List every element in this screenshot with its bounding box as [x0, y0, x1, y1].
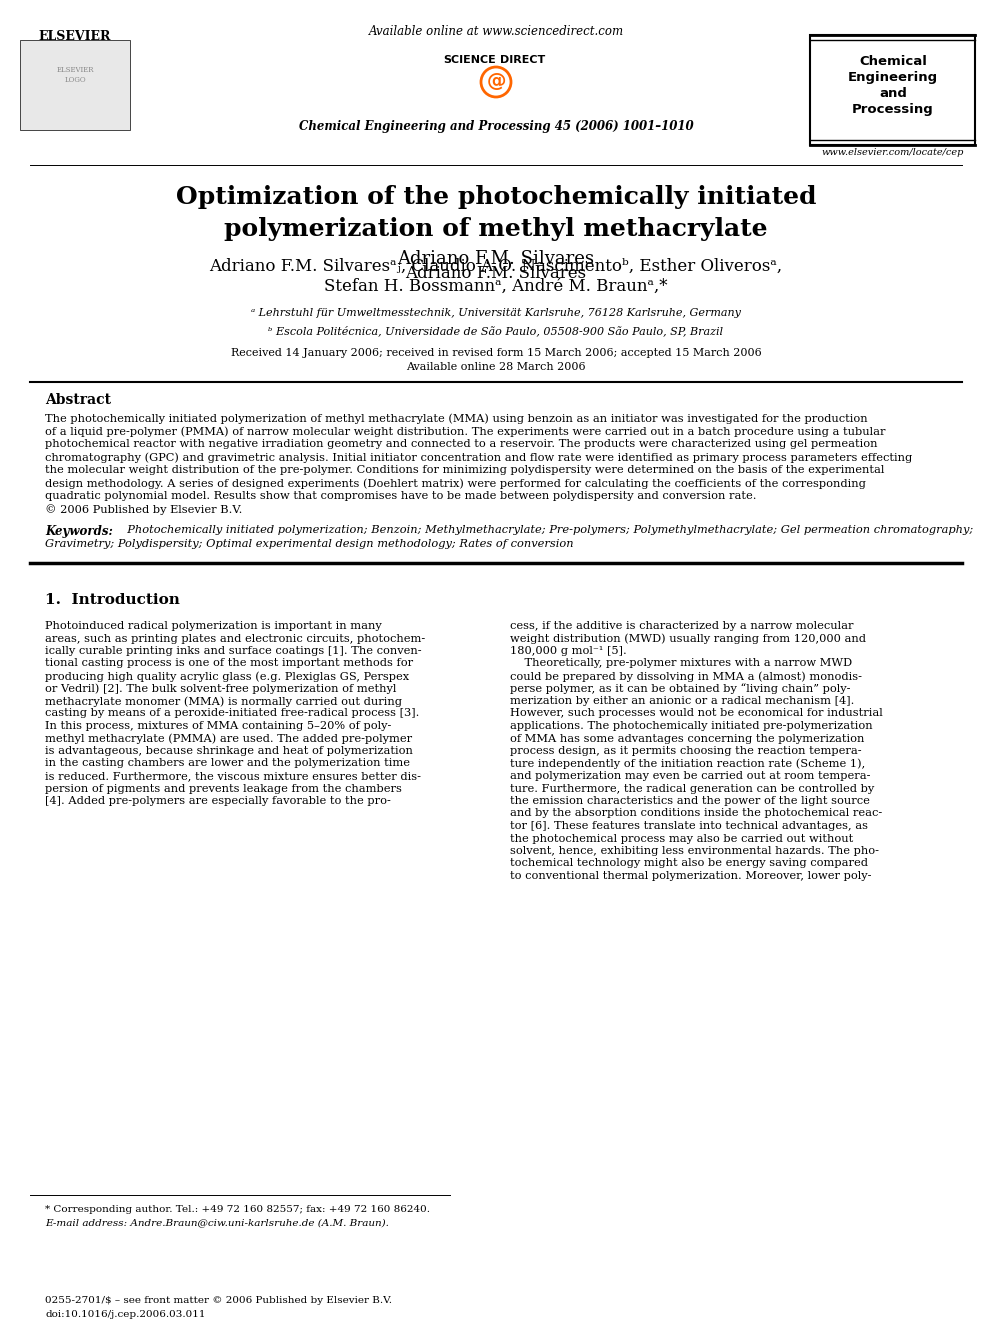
Text: casting by means of a peroxide-initiated free-radical process [3].: casting by means of a peroxide-initiated… [45, 709, 420, 718]
Text: merization by either an anionic or a radical mechanism [4].: merization by either an anionic or a rad… [510, 696, 854, 706]
Text: 1.  Introduction: 1. Introduction [45, 593, 180, 607]
Text: Available online 28 March 2006: Available online 28 March 2006 [406, 363, 586, 372]
Text: DIRECT: DIRECT [500, 56, 546, 65]
Text: ᵃ Lehrstuhl für Umweltmesstechnik, Universität Karlsruhe, 76128 Karlsruhe, Germa: ᵃ Lehrstuhl für Umweltmesstechnik, Unive… [251, 308, 741, 318]
Text: @: @ [486, 73, 506, 91]
Text: the photochemical process may also be carried out without: the photochemical process may also be ca… [510, 833, 853, 844]
Text: © 2006 Published by Elsevier B.V.: © 2006 Published by Elsevier B.V. [45, 504, 242, 515]
Text: ture. Furthermore, the radical generation can be controlled by: ture. Furthermore, the radical generatio… [510, 783, 874, 794]
Text: Photoinduced radical polymerization is important in many: Photoinduced radical polymerization is i… [45, 620, 382, 631]
Text: Optimization of the photochemically initiated
polymerization of methyl methacryl: Optimization of the photochemically init… [176, 185, 816, 241]
Text: [4]. Added pre-polymers are especially favorable to the pro-: [4]. Added pre-polymers are especially f… [45, 796, 391, 806]
Text: Received 14 January 2006; received in revised form 15 March 2006; accepted 15 Ma: Received 14 January 2006; received in re… [230, 348, 762, 359]
Text: or Vedril) [2]. The bulk solvent-free polymerization of methyl: or Vedril) [2]. The bulk solvent-free po… [45, 684, 397, 695]
Text: is advantageous, because shrinkage and heat of polymerization: is advantageous, because shrinkage and h… [45, 746, 413, 755]
Text: areas, such as printing plates and electronic circuits, photochem-: areas, such as printing plates and elect… [45, 634, 426, 643]
Text: The photochemically initiated polymerization of methyl methacrylate (MMA) using : The photochemically initiated polymeriza… [45, 413, 868, 423]
Text: of MMA has some advantages concerning the polymerization: of MMA has some advantages concerning th… [510, 733, 864, 744]
Text: E-mail address: Andre.Braun@ciw.uni-karlsruhe.de (A.M. Braun).: E-mail address: Andre.Braun@ciw.uni-karl… [45, 1218, 389, 1226]
Text: Adriano F.M. Silvares: Adriano F.M. Silvares [406, 265, 586, 282]
Text: ture independently of the initiation reaction rate (Scheme 1),: ture independently of the initiation rea… [510, 758, 865, 769]
Text: cess, if the additive is characterized by a narrow molecular: cess, if the additive is characterized b… [510, 620, 853, 631]
Text: In this process, mixtures of MMA containing 5–20% of poly-: In this process, mixtures of MMA contain… [45, 721, 392, 732]
Text: producing high quality acrylic glass (e.g. Plexiglas GS, Perspex: producing high quality acrylic glass (e.… [45, 671, 409, 681]
Text: perse polymer, as it can be obtained by “living chain” poly-: perse polymer, as it can be obtained by … [510, 684, 850, 695]
Text: Adriano F.M. Silvares: Adriano F.M. Silvares [398, 250, 594, 269]
Text: Abstract: Abstract [45, 393, 111, 407]
Text: the molecular weight distribution of the pre-polymer. Conditions for minimizing : the molecular weight distribution of the… [45, 464, 885, 475]
Text: Available online at www.sciencedirect.com: Available online at www.sciencedirect.co… [368, 25, 624, 38]
Bar [20, 40, 130, 130]
Text: the emission characteristics and the power of the light source: the emission characteristics and the pow… [510, 796, 870, 806]
Text: However, such processes would not be economical for industrial: However, such processes would not be eco… [510, 709, 883, 718]
Text: is reduced. Furthermore, the viscous mixture ensures better dis-: is reduced. Furthermore, the viscous mix… [45, 771, 421, 781]
Text: Photochemically initiated polymerization; Benzoin; Methylmethacrylate; Pre-polym: Photochemically initiated polymerization… [120, 525, 973, 534]
Text: Theoretically, pre-polymer mixtures with a narrow MWD: Theoretically, pre-polymer mixtures with… [510, 659, 852, 668]
Text: process design, as it permits choosing the reaction tempera-: process design, as it permits choosing t… [510, 746, 862, 755]
Text: and polymerization may even be carried out at room tempera-: and polymerization may even be carried o… [510, 771, 871, 781]
Text: in the casting chambers are lower and the polymerization time: in the casting chambers are lower and th… [45, 758, 410, 769]
Text: and by the absorption conditions inside the photochemical reac-: and by the absorption conditions inside … [510, 808, 882, 819]
Text: chromatography (GPC) and gravimetric analysis. Initial initiator concentration a: chromatography (GPC) and gravimetric ana… [45, 452, 913, 463]
Text: tional casting process is one of the most important methods for: tional casting process is one of the mos… [45, 659, 413, 668]
Text: methacrylate monomer (MMA) is normally carried out during: methacrylate monomer (MMA) is normally c… [45, 696, 402, 706]
Text: quadratic polynomial model. Results show that compromises have to be made betwee: quadratic polynomial model. Results show… [45, 491, 757, 501]
Text: ELSEVIER: ELSEVIER [39, 30, 111, 44]
Text: 180,000 g mol⁻¹ [5].: 180,000 g mol⁻¹ [5]. [510, 646, 627, 656]
Text: Keywords:: Keywords: [45, 525, 113, 538]
Text: SCIENCE: SCIENCE [443, 56, 496, 65]
Text: ᵇ Escola Politécnica, Universidade de São Paulo, 05508-900 São Paulo, SP, Brazil: ᵇ Escola Politécnica, Universidade de Sã… [269, 325, 723, 336]
Text: methyl methacrylate (PMMA) are used. The added pre-polymer: methyl methacrylate (PMMA) are used. The… [45, 733, 412, 744]
Text: tochemical technology might also be energy saving compared: tochemical technology might also be ener… [510, 859, 868, 868]
Text: photochemical reactor with negative irradiation geometry and connected to a rese: photochemical reactor with negative irra… [45, 439, 878, 448]
Text: Stefan H. Bossmannᵃ, André M. Braunᵃ,*: Stefan H. Bossmannᵃ, André M. Braunᵃ,* [324, 278, 668, 295]
Text: doi:10.1016/j.cep.2006.03.011: doi:10.1016/j.cep.2006.03.011 [45, 1310, 205, 1319]
Bar [810, 34, 975, 146]
Text: 0255-2701/$ – see front matter © 2006 Published by Elsevier B.V.: 0255-2701/$ – see front matter © 2006 Pu… [45, 1297, 392, 1304]
Text: weight distribution (MWD) usually ranging from 120,000 and: weight distribution (MWD) usually rangin… [510, 634, 866, 644]
Text: Adriano F.M. Silvaresᵃⱼ, Claudio A.O. Nascimentoᵇ, Esther Oliverosᵃ,: Adriano F.M. Silvaresᵃⱼ, Claudio A.O. Na… [209, 258, 783, 275]
Text: ically curable printing inks and surface coatings [1]. The conven-: ically curable printing inks and surface… [45, 646, 422, 656]
Text: design methodology. A series of designed experiments (Doehlert matrix) were perf: design methodology. A series of designed… [45, 478, 866, 488]
Text: could be prepared by dissolving in MMA a (almost) monodis-: could be prepared by dissolving in MMA a… [510, 671, 862, 681]
Text: Chemical Engineering and Processing 45 (2006) 1001–1010: Chemical Engineering and Processing 45 (… [299, 120, 693, 134]
Text: persion of pigments and prevents leakage from the chambers: persion of pigments and prevents leakage… [45, 783, 402, 794]
Text: ELSEVIER
LOGO: ELSEVIER LOGO [57, 66, 94, 83]
Text: * Corresponding author. Tel.: +49 72 160 82557; fax: +49 72 160 86240.: * Corresponding author. Tel.: +49 72 160… [45, 1205, 430, 1215]
Text: Gravimetry; Polydispersity; Optimal experimental design methodology; Rates of co: Gravimetry; Polydispersity; Optimal expe… [45, 538, 573, 549]
Text: solvent, hence, exhibiting less environmental hazards. The pho-: solvent, hence, exhibiting less environm… [510, 845, 879, 856]
Text: of a liquid pre-polymer (PMMA) of narrow molecular weight distribution. The expe: of a liquid pre-polymer (PMMA) of narrow… [45, 426, 886, 437]
Text: applications. The photochemically initiated pre-polymerization: applications. The photochemically initia… [510, 721, 873, 732]
Text: Chemical
Engineering
and
Processing: Chemical Engineering and Processing [848, 56, 938, 116]
Text: tor [6]. These features translate into technical advantages, as: tor [6]. These features translate into t… [510, 822, 868, 831]
Text: www.elsevier.com/locate/cep: www.elsevier.com/locate/cep [821, 148, 964, 157]
Text: to conventional thermal polymerization. Moreover, lower poly-: to conventional thermal polymerization. … [510, 871, 872, 881]
